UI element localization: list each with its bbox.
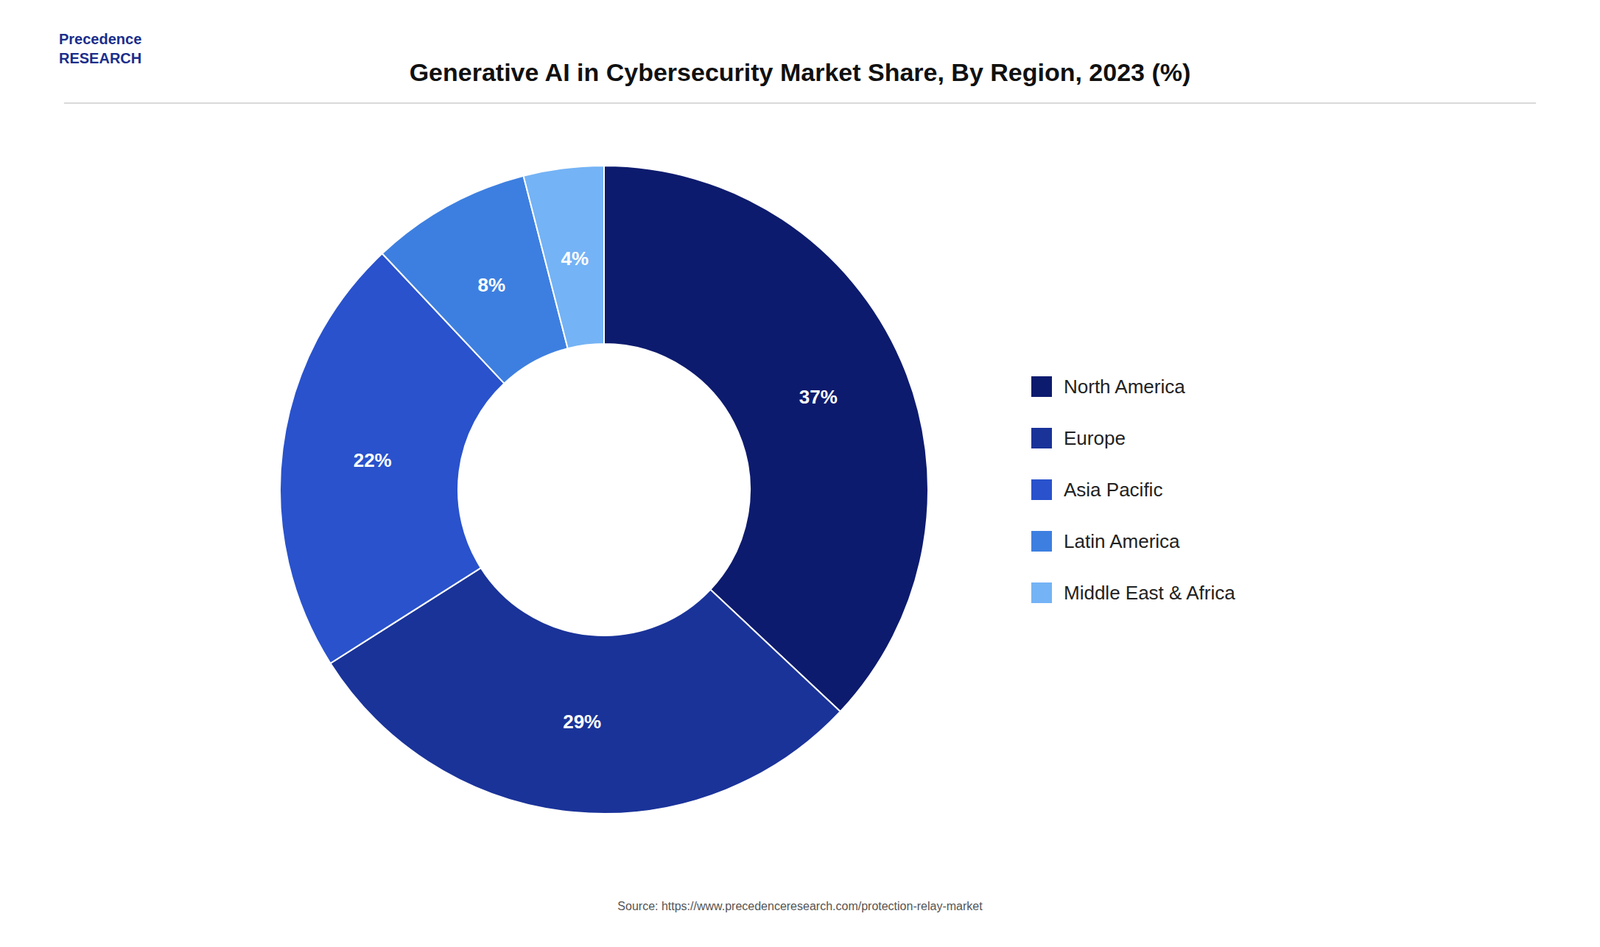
legend-swatch (1031, 582, 1052, 604)
donut (279, 165, 929, 814)
legend-swatch (1031, 427, 1052, 449)
legend-label: North America (1063, 375, 1186, 398)
data-label: 8% (478, 274, 507, 297)
legend-item: Latin America (1031, 530, 1181, 553)
logo-line: Precedence (58, 30, 142, 48)
data-label: 37% (799, 386, 838, 409)
legend-label: Middle East & Africa (1063, 581, 1236, 605)
legend-item: Middle East & Africa (1031, 581, 1236, 605)
data-label: 22% (353, 449, 392, 472)
legend-label: Europe (1063, 427, 1126, 450)
legend-swatch (1031, 479, 1052, 501)
title: Generative AI in Cybersecurity Market Sh… (409, 58, 1192, 87)
legend-swatch (1031, 531, 1052, 552)
logo-line: RESEARCH (58, 50, 142, 67)
separator (64, 102, 1536, 104)
legend-item: Asia Pacific (1031, 478, 1163, 501)
legend: North America Europe Asia Pacific Latin Ame… (1031, 375, 1236, 605)
data-label: 29% (562, 710, 602, 733)
source: Source: https://www.precedenceresearch.c… (617, 900, 983, 913)
legend-item: Europe (1031, 427, 1126, 450)
logo: Precedence RESEARCH (58, 30, 142, 67)
data-label: 4% (561, 247, 590, 270)
legend-label: Asia Pacific (1063, 478, 1163, 501)
legend-item: North America (1031, 375, 1186, 398)
data-labels: 37% 29% 22% 8% 4% (353, 247, 838, 734)
legend-label: Latin America (1063, 530, 1181, 553)
chart: Precedence RESEARCH Generative AI in Cyber… (0, 0, 1600, 947)
legend-swatch (1031, 376, 1052, 398)
slice (523, 165, 605, 349)
